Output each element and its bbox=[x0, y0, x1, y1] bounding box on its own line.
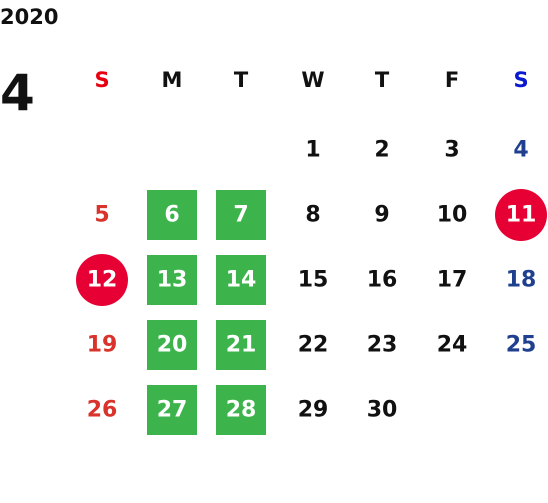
day: 25 bbox=[506, 333, 537, 358]
day: 9 bbox=[374, 203, 389, 228]
day: 16 bbox=[367, 268, 398, 293]
day: 18 bbox=[506, 268, 537, 293]
day: 10 bbox=[437, 203, 468, 228]
highlight-circle bbox=[495, 189, 547, 241]
highlight-square bbox=[147, 255, 197, 305]
day: 13 bbox=[157, 268, 188, 293]
day: 3 bbox=[444, 138, 459, 163]
highlight-square bbox=[147, 190, 197, 240]
day: 6 bbox=[164, 203, 179, 228]
day: 21 bbox=[226, 333, 257, 358]
day: 19 bbox=[87, 333, 118, 358]
weekday-label: T bbox=[234, 68, 249, 92]
weekday-label: M bbox=[162, 68, 183, 92]
highlight-square bbox=[216, 320, 266, 370]
day: 12 bbox=[87, 268, 118, 293]
highlight-square bbox=[147, 385, 197, 435]
day: 7 bbox=[233, 203, 248, 228]
weekday-label: W bbox=[301, 68, 324, 92]
highlight-square bbox=[216, 385, 266, 435]
day: 14 bbox=[226, 268, 257, 293]
day: 30 bbox=[367, 398, 398, 423]
highlight-circle bbox=[76, 254, 128, 306]
day: 2 bbox=[374, 138, 389, 163]
month: 4 bbox=[0, 64, 35, 122]
day: 5 bbox=[94, 203, 109, 228]
day: 26 bbox=[87, 398, 118, 423]
day: 11 bbox=[506, 203, 537, 228]
day: 24 bbox=[437, 333, 468, 358]
weekday-label: F bbox=[445, 68, 459, 92]
highlight-square bbox=[216, 190, 266, 240]
highlight-square bbox=[147, 320, 197, 370]
highlight-square bbox=[216, 255, 266, 305]
day: 27 bbox=[157, 398, 188, 423]
day: 17 bbox=[437, 268, 468, 293]
weekday-label: S bbox=[513, 68, 528, 92]
day: 8 bbox=[305, 203, 320, 228]
day: 29 bbox=[298, 398, 329, 423]
year: 2020 bbox=[0, 5, 58, 29]
day: 15 bbox=[298, 268, 329, 293]
day: 4 bbox=[513, 138, 528, 163]
day: 23 bbox=[367, 333, 398, 358]
day: 22 bbox=[298, 333, 329, 358]
day: 20 bbox=[157, 333, 188, 358]
weekday-label: T bbox=[375, 68, 390, 92]
weekday-label: S bbox=[94, 68, 109, 92]
day: 1 bbox=[305, 138, 320, 163]
day: 28 bbox=[226, 398, 257, 423]
